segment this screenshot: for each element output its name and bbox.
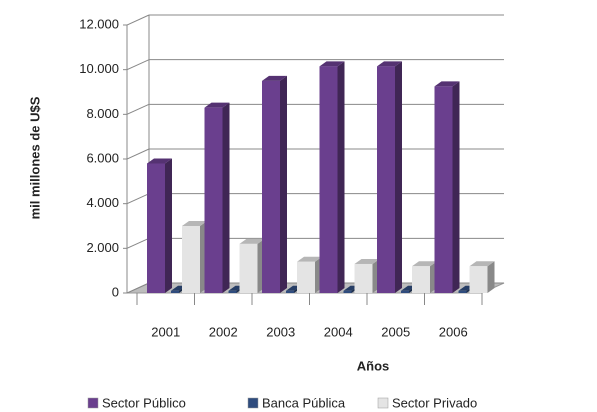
x-axis-title: Años: [357, 358, 390, 373]
bar-side: [395, 61, 402, 293]
x-tick-label: 2004: [324, 324, 353, 339]
grid-diagonal: [126, 193, 150, 205]
bar: [297, 261, 315, 293]
bar-top: [434, 81, 460, 87]
bar: [469, 266, 488, 293]
bar: [262, 80, 280, 293]
bar: [204, 107, 223, 293]
legend-label: Sector Público: [102, 395, 186, 410]
bar-top: [262, 75, 287, 81]
legend-swatch: [377, 397, 389, 409]
y-tick-label: 10.000: [79, 61, 119, 76]
y-axis-title: mil millones de U$S: [27, 96, 42, 219]
bar-top: [377, 61, 402, 67]
legend-swatch: [87, 397, 99, 409]
bar-top: [319, 61, 345, 67]
grid-diagonal: [126, 59, 150, 71]
bar: [377, 66, 395, 293]
y-tick-label: 6.000: [86, 150, 119, 165]
y-tick-label: 0: [112, 284, 119, 299]
bar: [147, 163, 165, 293]
grid-diagonal: [126, 103, 150, 115]
bar: [412, 266, 430, 293]
bar-top: [297, 256, 322, 262]
legend-swatch: [247, 397, 259, 409]
bar: [171, 290, 179, 293]
bar: [343, 290, 352, 293]
bar-top: [182, 221, 207, 226]
bar-side: [280, 75, 287, 293]
x-tick-label: 2001: [151, 324, 180, 339]
bar-side: [452, 81, 460, 294]
bar-top: [354, 258, 380, 264]
bar: [319, 66, 338, 293]
grid-diagonal: [126, 14, 150, 26]
x-tick-label: 2002: [209, 324, 238, 339]
legend-label: Sector Privado: [392, 395, 477, 410]
bar-top: [239, 238, 265, 244]
bar-side: [487, 261, 495, 293]
bar-side: [165, 158, 172, 293]
x-tick-label: 2005: [381, 324, 410, 339]
bar-top: [147, 158, 172, 164]
bar-side: [337, 61, 345, 293]
bar: [228, 290, 237, 293]
y-tick-label: 8.000: [86, 106, 119, 121]
bar: [401, 290, 409, 293]
bar-side: [222, 102, 230, 293]
legend-label: Banca Pública: [262, 395, 346, 410]
grid-diagonal: [126, 148, 150, 160]
bar: [434, 86, 453, 294]
bar: [354, 263, 373, 293]
grid-diagonal: [126, 237, 150, 249]
bar: [239, 243, 258, 293]
bar-top: [204, 102, 230, 108]
y-tick-label: 4.000: [86, 195, 119, 210]
grid-diagonal: [126, 282, 150, 294]
bar: [458, 290, 467, 293]
bar: [182, 226, 200, 293]
bar-top: [469, 261, 495, 267]
x-tick-label: 2003: [266, 324, 295, 339]
y-tick-label: 12.000: [79, 16, 119, 31]
x-tick-label: 2006: [439, 324, 468, 339]
bar: [286, 290, 294, 293]
y-tick-label: 2.000: [86, 240, 119, 255]
bar-top: [412, 261, 437, 267]
